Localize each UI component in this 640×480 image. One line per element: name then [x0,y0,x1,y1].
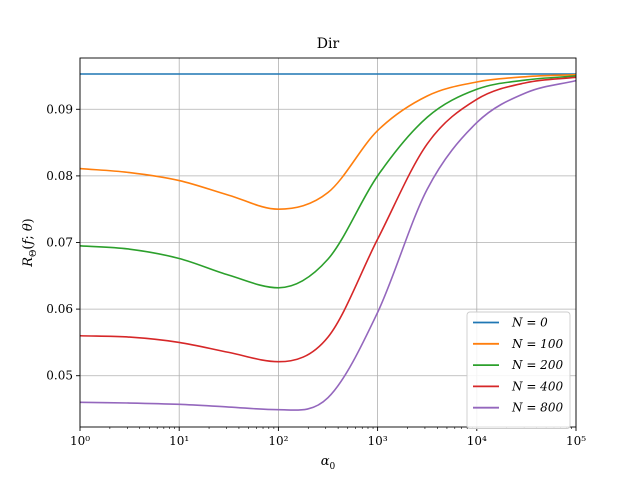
x-axis-label: α0 [321,454,336,472]
legend-label-0: N = 0 [511,316,548,330]
x-tick-label: 10⁵ [566,434,586,448]
series-line-2 [79,75,577,289]
y-tick-label: 0.08 [46,169,73,183]
series-line-4 [79,79,577,411]
series-line-3 [79,76,577,363]
series-line-1 [79,73,577,211]
y-tick-label: 0.05 [46,369,73,383]
legend-label-2: N = 200 [511,358,563,372]
x-tick-label: 10³ [368,434,388,448]
x-tick-label: 10² [268,434,288,448]
legend: N = 0 N = 100 N = 200 N = 400 N = 800 [466,311,571,429]
legend-label-3: N = 400 [511,379,563,393]
legend-label-4: N = 800 [511,401,563,415]
legend-label-1: N = 100 [511,337,563,351]
x-tick-label: 10⁴ [467,434,487,448]
ticks: 10⁰ 10¹ 10² 10³ 10⁴ 10⁵ 0.05 0.06 0.07 0.08 0.09 [46,102,586,448]
y-tick-label: 0.07 [46,236,73,250]
x-tick-label: 10¹ [169,434,189,448]
legend-box [466,311,571,429]
y-axis-label: RΘ(f; θ) [21,218,39,268]
chart-title: Dir [317,36,340,52]
y-tick-label: 0.09 [46,102,73,116]
y-tick-label: 0.06 [46,302,73,316]
x-tick-label: 10⁰ [70,434,90,448]
series-layer [79,73,577,411]
